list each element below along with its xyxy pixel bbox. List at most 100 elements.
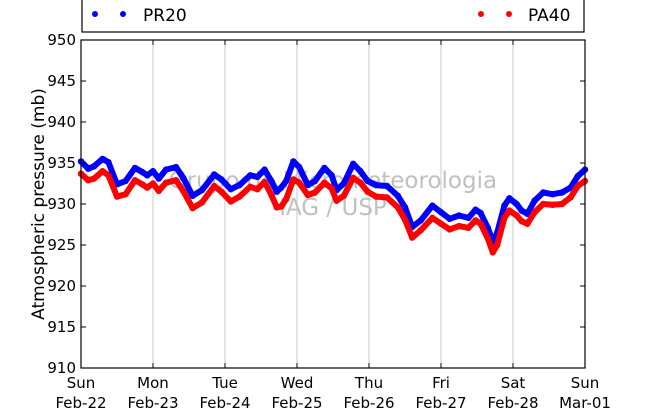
data-point-pa40 [364, 188, 371, 195]
data-point-pa40 [409, 234, 416, 241]
data-point-pa40 [99, 168, 106, 175]
gridlines [152, 40, 514, 368]
data-point-pr20 [304, 181, 311, 189]
data-point-pr20 [558, 189, 566, 196]
data-point-pa40 [211, 182, 218, 190]
series-layer [77, 155, 589, 256]
data-point-pr20 [273, 188, 280, 195]
x-tick-label-day: Thu [354, 374, 383, 392]
data-point-pa40 [506, 207, 513, 214]
data-point-pa40 [401, 216, 409, 223]
data-point-pr20 [531, 197, 538, 204]
data-point-pa40 [172, 177, 180, 184]
data-point-pr20 [383, 182, 391, 190]
data-point-pr20 [455, 212, 463, 219]
data-point-pr20 [227, 186, 234, 193]
data-point-pa40 [304, 191, 311, 199]
data-point-pr20 [283, 177, 290, 185]
data-point-pa40 [180, 187, 187, 195]
x-tick-label-date: Feb-25 [271, 394, 322, 409]
data-point-pr20 [394, 192, 401, 199]
data-point-pr20 [350, 160, 357, 167]
data-point-pr20 [364, 177, 371, 185]
data-point-pr20 [211, 171, 218, 178]
x-axis: Sun Feb-22 Mon Feb-23 Tue Feb-24 Wed Feb-25 Thu F… [55, 40, 611, 409]
data-point-pa40 [189, 204, 196, 212]
data-point-pr20 [321, 164, 328, 172]
data-point-pa40 [321, 179, 328, 186]
data-point-pr20 [328, 172, 335, 179]
data-point-pr20 [401, 204, 409, 211]
data-point-pa40 [113, 193, 121, 200]
x-tick-label-day: Sun [571, 374, 600, 392]
y-tick-label: 930 [47, 195, 76, 213]
data-point-pr20 [524, 210, 531, 217]
data-point-pa40 [350, 174, 357, 181]
data-point-pa40 [122, 191, 129, 198]
data-point-pr20 [567, 184, 574, 191]
data-point-pa40 [383, 194, 391, 201]
data-point-pr20 [218, 176, 225, 183]
data-point-pr20 [99, 155, 106, 163]
data-point-pa40 [311, 189, 319, 196]
data-point-pr20 [236, 181, 243, 189]
data-point-pa40 [85, 177, 92, 184]
data-point-pa40 [373, 193, 380, 200]
data-point-pa40 [144, 184, 151, 191]
data-point-pr20 [85, 165, 92, 172]
data-point-pa40 [394, 204, 401, 211]
data-point-pa40 [465, 224, 472, 231]
data-point-pa40 [236, 193, 243, 200]
data-point-pa40 [567, 194, 574, 201]
data-point-pr20 [131, 164, 139, 172]
data-point-pa40 [261, 178, 268, 186]
data-point-pa40 [139, 181, 146, 188]
y-tick-label: 950 [47, 31, 76, 49]
data-point-pr20 [144, 172, 151, 179]
data-point-pr20 [501, 202, 508, 209]
data-point-pr20 [122, 177, 129, 185]
data-point-pr20 [518, 207, 525, 214]
data-point-pa40 [155, 187, 162, 195]
data-point-pa40 [446, 226, 453, 233]
y-tick-label: 910 [47, 359, 76, 377]
data-point-pa40 [524, 220, 531, 227]
data-point-pa40 [296, 179, 303, 186]
data-point-pa40 [227, 198, 234, 205]
data-point-pa40 [340, 192, 347, 199]
y-tick-label: 915 [47, 318, 76, 336]
data-point-pr20 [373, 181, 380, 189]
data-point-pr20 [357, 168, 364, 175]
data-point-pr20 [506, 195, 513, 202]
legend: PR20 PA40 [81, 0, 585, 33]
legend-label-pa40: PA40 [528, 6, 570, 26]
data-point-pr20 [472, 206, 479, 213]
series-pa40 [77, 168, 589, 256]
data-point-pa40 [518, 218, 525, 225]
data-point-pa40 [254, 186, 261, 193]
data-point-pr20 [513, 200, 520, 208]
data-point-pr20 [465, 214, 472, 222]
data-point-pa40 [333, 197, 340, 204]
data-point-pr20 [429, 202, 436, 209]
data-point-pa40 [477, 220, 484, 227]
data-point-pa40 [131, 177, 139, 184]
data-point-pr20 [290, 158, 297, 165]
data-point-pa40 [455, 222, 463, 230]
x-tick-label-day: Mon [137, 374, 169, 392]
data-point-pr20 [149, 168, 157, 175]
data-point-pr20 [254, 173, 261, 181]
data-point-pa40 [247, 183, 254, 190]
x-tick-label-day: Sun [67, 374, 96, 392]
y-axis-title: Atmospheric pressure (mb) [29, 88, 49, 320]
data-point-pr20 [105, 159, 112, 166]
data-point-pr20 [198, 186, 206, 194]
data-point-pa40 [472, 217, 479, 224]
x-tick-label-date: Feb-27 [415, 394, 466, 409]
data-point-pa40 [268, 192, 275, 199]
y-tick-label: 935 [47, 154, 76, 172]
data-point-pa40 [489, 249, 496, 256]
y-tick-label: 945 [47, 72, 76, 90]
data-point-pa40 [513, 212, 520, 219]
data-point-pa40 [574, 182, 581, 190]
